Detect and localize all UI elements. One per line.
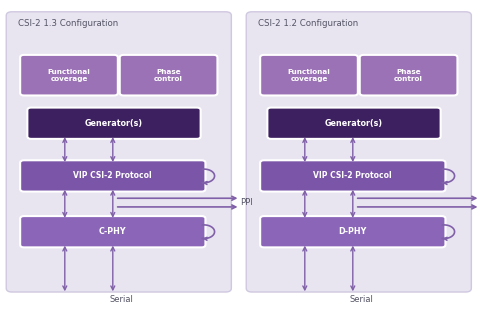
Text: VIP CSI-2 Protocol: VIP CSI-2 Protocol [73, 171, 152, 180]
FancyBboxPatch shape [20, 160, 205, 192]
Text: VIP CSI-2 Protocol: VIP CSI-2 Protocol [313, 171, 392, 180]
Text: Phase
control: Phase control [154, 69, 183, 82]
FancyBboxPatch shape [27, 108, 201, 139]
FancyBboxPatch shape [260, 160, 445, 192]
Text: C-PHY: C-PHY [99, 227, 127, 236]
FancyBboxPatch shape [246, 12, 471, 292]
Text: D-PHY: D-PHY [338, 227, 367, 236]
Text: Serial: Serial [349, 294, 373, 303]
Text: Functional
coverage: Functional coverage [288, 69, 330, 82]
Text: CSI-2 1.2 Configuration: CSI-2 1.2 Configuration [258, 19, 358, 28]
FancyBboxPatch shape [360, 55, 457, 95]
Text: Phase
control: Phase control [394, 69, 423, 82]
FancyBboxPatch shape [267, 108, 441, 139]
Text: Generator(s): Generator(s) [325, 119, 383, 128]
Text: Serial: Serial [109, 294, 133, 303]
FancyBboxPatch shape [6, 12, 231, 292]
FancyBboxPatch shape [260, 55, 358, 95]
Text: Generator(s): Generator(s) [85, 119, 143, 128]
FancyBboxPatch shape [20, 216, 205, 247]
Text: PPI: PPI [240, 198, 253, 207]
FancyBboxPatch shape [20, 55, 118, 95]
Text: CSI-2 1.3 Configuration: CSI-2 1.3 Configuration [18, 19, 118, 28]
FancyBboxPatch shape [260, 216, 445, 247]
Text: Functional
coverage: Functional coverage [48, 69, 90, 82]
FancyBboxPatch shape [120, 55, 217, 95]
